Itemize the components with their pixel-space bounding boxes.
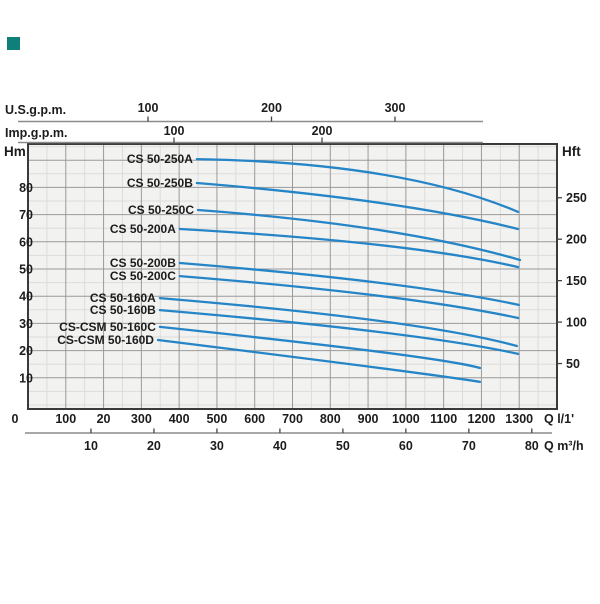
q-lmin-tick-label: 0 (12, 412, 19, 426)
left-axis-tick-label: 30 (19, 317, 33, 331)
q-lmin-tick-label: 1000 (392, 412, 420, 426)
q-m3h-tick-label: 20 (147, 439, 161, 453)
pump-curve (178, 274, 520, 320)
left-axis-tick-label: 80 (19, 181, 33, 195)
q-m3h-tick-label: 80 (525, 439, 539, 453)
q-lmin-tick-label: 1200 (468, 412, 496, 426)
q-m3h-tick-label: 40 (273, 439, 287, 453)
pump-curve (158, 296, 519, 348)
left-axis-tick-label: 20 (19, 344, 33, 358)
q-lmin-axis-label: Q l/1' (544, 412, 574, 426)
q-lmin-tick-label: 1100 (430, 412, 457, 426)
q-lmin-tick-label: 500 (206, 412, 227, 426)
right-axis-tick-label: 200 (566, 233, 587, 247)
pump-curve (195, 181, 520, 231)
pump-curve (158, 308, 520, 356)
q-lmin-tick-label: 700 (282, 412, 303, 426)
pump-curve (178, 227, 520, 269)
pump-curve (156, 338, 482, 384)
pump-curve-label: CS 50-160A (90, 291, 156, 305)
pump-curve-label: CS 50-200B (110, 256, 176, 270)
brand-square (7, 37, 20, 50)
imp-gpm-tick-label: 100 (164, 124, 185, 138)
q-lmin-tick-label: 100 (55, 412, 76, 426)
plot-frame (27, 143, 558, 410)
pump-curve-label: CS 50-200A (110, 222, 176, 236)
left-axis-tick-label: 10 (19, 371, 33, 385)
q-m3h-tick-label: 60 (399, 439, 413, 453)
q-m3h-tick-label: 70 (462, 439, 476, 453)
us-gpm-axis-label: U.S.g.p.m. (5, 103, 66, 117)
pump-curve-label: CS 50-250B (127, 176, 193, 190)
q-lmin-tick-label: 1300 (505, 412, 533, 426)
right-axis-tick-label: 150 (566, 274, 587, 288)
q-lmin-tick-label: 600 (244, 412, 265, 426)
right-axis-label: Hft (562, 144, 581, 159)
q-m3h-axis-label: Q m³/h (544, 439, 584, 453)
right-axis-tick-label: 100 (566, 316, 587, 330)
q-m3h-tick-label: 50 (336, 439, 350, 453)
q-lmin-tick-label: 400 (169, 412, 190, 426)
pump-curve-label: CS 50-250C (128, 203, 194, 217)
q-m3h-tick-label: 30 (210, 439, 224, 453)
left-axis-tick-label: 70 (19, 208, 33, 222)
pump-curve-label: CS-CSM 50-160D (57, 333, 154, 347)
left-axis-tick-label: 40 (19, 290, 33, 304)
pump-curve (178, 261, 520, 307)
q-lmin-tick-label: 900 (358, 412, 379, 426)
left-axis-tick-label: 60 (19, 235, 33, 249)
right-axis-tick-label: 50 (566, 357, 580, 371)
us-gpm-tick-label: 100 (138, 101, 159, 115)
q-m3h-tick-label: 10 (84, 439, 98, 453)
us-gpm-tick-label: 300 (385, 101, 406, 115)
left-axis-label: Hm (4, 144, 26, 159)
right-axis-tick-label: 250 (566, 191, 587, 205)
pump-curve-label: CS 50-200C (110, 269, 176, 283)
q-lmin-tick-label: 800 (320, 412, 341, 426)
pump-curve-label: CS 50-160B (90, 303, 156, 317)
pump-curve (196, 208, 522, 262)
imp-gpm-tick-label: 200 (312, 124, 333, 138)
imp-gpm-axis-label: Imp.g.p.m. (5, 126, 68, 140)
pump-curve-label: CS 50-250A (127, 152, 193, 166)
q-lmin-tick-label: 300 (131, 412, 152, 426)
pump-curve-label: CS-CSM 50-160C (59, 320, 156, 334)
pump-curve (195, 157, 520, 214)
q-lmin-tick-label: 20 (97, 412, 111, 426)
pump-curve (158, 325, 482, 370)
us-gpm-tick-label: 200 (261, 101, 282, 115)
left-axis-tick-label: 50 (19, 263, 33, 277)
